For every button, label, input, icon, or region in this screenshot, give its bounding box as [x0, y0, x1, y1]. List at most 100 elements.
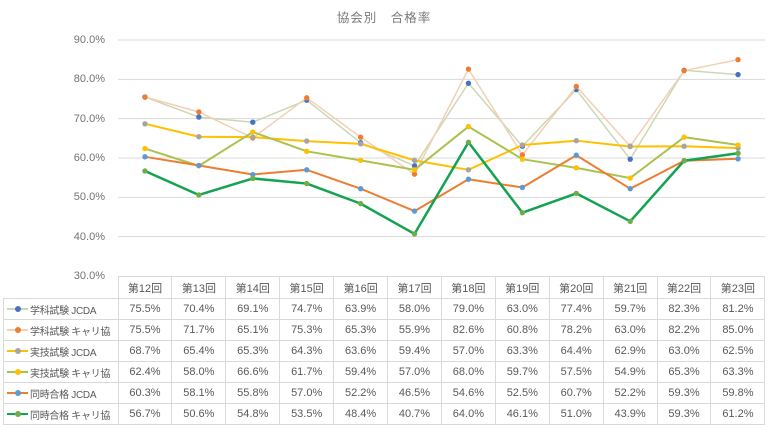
- data-point: [196, 192, 202, 198]
- value-cell: 62.9%: [602, 340, 658, 362]
- data-point: [304, 95, 310, 101]
- data-point: [142, 168, 148, 174]
- plot-area: [118, 39, 765, 238]
- series-line: [144, 58, 739, 175]
- y-axis-tick-label: 50.0%: [73, 191, 105, 204]
- series-label-cell: 同時合格 キャリ協: [3, 403, 119, 425]
- data-point: [519, 142, 526, 148]
- data-point: [519, 209, 526, 216]
- series-line: [144, 69, 739, 167]
- data-point: [250, 175, 256, 182]
- table-corner: [3, 276, 119, 299]
- value-cell: 65.3%: [225, 340, 281, 362]
- data-point: [304, 180, 310, 187]
- value-cell: 74.7%: [279, 298, 335, 320]
- legend-marker-icon: [7, 305, 28, 314]
- value-cell: 59.3%: [656, 382, 712, 404]
- value-cell: 46.5%: [387, 382, 442, 404]
- data-table: 第12回 第13回 第14回 第15回 第16回 第17回 第18回 第19回 第20回 第21回…: [3, 276, 766, 425]
- table-row: 学科試験 JCDA 75.5% 70.4% 69.1% 74.7% 63.9% 58.0% 7…: [3, 298, 766, 320]
- value-cell: 59.3%: [656, 403, 712, 425]
- data-point: [142, 121, 148, 127]
- data-point: [357, 134, 364, 140]
- data-point: [465, 139, 472, 145]
- value-cell: 85.0%: [710, 319, 766, 341]
- series-line: [143, 125, 740, 180]
- value-cell: 57.0%: [279, 382, 335, 404]
- value-cell: 63.3%: [494, 340, 550, 362]
- column-header: 第20回: [548, 276, 604, 299]
- value-cell: 59.8%: [710, 382, 766, 404]
- data-point: [411, 171, 418, 177]
- data-point: [627, 143, 633, 150]
- value-cell: 82.3%: [656, 298, 712, 320]
- data-point: [573, 137, 579, 144]
- value-cell: 60.8%: [494, 319, 550, 341]
- value-cell: 71.7%: [171, 319, 227, 341]
- value-cell: 59.4%: [333, 361, 389, 383]
- legend-marker-icon: [7, 326, 28, 335]
- y-axis-tick-label: 40.0%: [73, 230, 105, 243]
- data-point: [304, 148, 310, 155]
- value-cell: 54.9%: [602, 361, 658, 383]
- value-cell: 75.5%: [117, 298, 173, 320]
- value-cell: 62.4%: [117, 361, 173, 383]
- value-cell: 81.2%: [710, 298, 766, 320]
- column-header: 第14回: [225, 276, 281, 299]
- value-cell: 50.6%: [171, 403, 227, 425]
- table-row: 同時合格 キャリ協 56.7% 50.6% 54.8% 53.5% 48.4% 40.7% 6…: [3, 403, 766, 425]
- data-point: [196, 134, 202, 140]
- value-cell: 54.8%: [225, 403, 281, 425]
- value-cell: 82.2%: [656, 319, 712, 341]
- value-cell: 48.4%: [333, 403, 389, 425]
- data-point: [357, 157, 364, 164]
- value-cell: 63.0%: [494, 298, 550, 320]
- data-point: [411, 163, 418, 169]
- value-cell: 64.0%: [440, 403, 496, 425]
- y-axis-tick-label: 80.0%: [73, 73, 105, 86]
- value-cell: 40.7%: [387, 403, 442, 425]
- value-cell: 57.0%: [387, 361, 442, 383]
- value-cell: 70.4%: [171, 298, 227, 320]
- value-cell: 43.9%: [602, 403, 658, 425]
- data-point: [465, 167, 472, 173]
- value-cell: 82.6%: [440, 319, 496, 341]
- data-point: [573, 190, 579, 197]
- data-point: [573, 152, 579, 158]
- value-cell: 61.7%: [279, 361, 335, 383]
- legend-marker-icon: [7, 389, 28, 398]
- value-cell: 55.9%: [387, 319, 442, 341]
- value-cell: 65.3%: [333, 319, 389, 341]
- value-cell: 58.0%: [171, 361, 227, 383]
- y-axis-tick-label: 90.0%: [73, 34, 105, 46]
- data-point: [411, 208, 418, 214]
- value-cell: 63.0%: [656, 340, 712, 362]
- column-header: 第12回: [117, 276, 173, 299]
- value-cell: 61.2%: [710, 403, 766, 425]
- value-cell: 78.2%: [548, 319, 604, 341]
- series-name: 同時合格 キャリ協: [30, 410, 111, 422]
- data-point: [196, 109, 202, 115]
- data-point: [250, 119, 256, 125]
- value-cell: 68.0%: [440, 361, 496, 383]
- legend-marker-icon: [7, 368, 28, 377]
- data-point: [250, 171, 256, 178]
- column-header: 第17回: [387, 276, 442, 299]
- value-cell: 75.5%: [117, 319, 173, 341]
- series-name: 学科試験 キャリ協: [30, 326, 111, 338]
- table-row: 実技試験 JCDA 68.7% 65.4% 65.3% 64.3% 63.6% 59.4% 5…: [3, 340, 766, 362]
- data-point: [465, 176, 472, 182]
- value-cell: 58.1%: [171, 382, 227, 404]
- value-cell: 46.1%: [494, 403, 550, 425]
- value-cell: 75.3%: [279, 319, 335, 341]
- data-point: [735, 142, 741, 148]
- series-name: 実技試験 キャリ協: [30, 368, 111, 380]
- value-cell: 64.3%: [279, 340, 335, 362]
- table-row: 学科試験 キャリ協 75.5% 71.7% 65.1% 75.3% 65.3% 55.9% 8…: [3, 319, 766, 341]
- data-point: [357, 185, 364, 192]
- data-point: [735, 56, 741, 63]
- series-label-cell: 同時合格 JCDA: [3, 382, 119, 404]
- data-point: [142, 94, 148, 100]
- data-point: [250, 134, 256, 140]
- data-point: [627, 156, 633, 162]
